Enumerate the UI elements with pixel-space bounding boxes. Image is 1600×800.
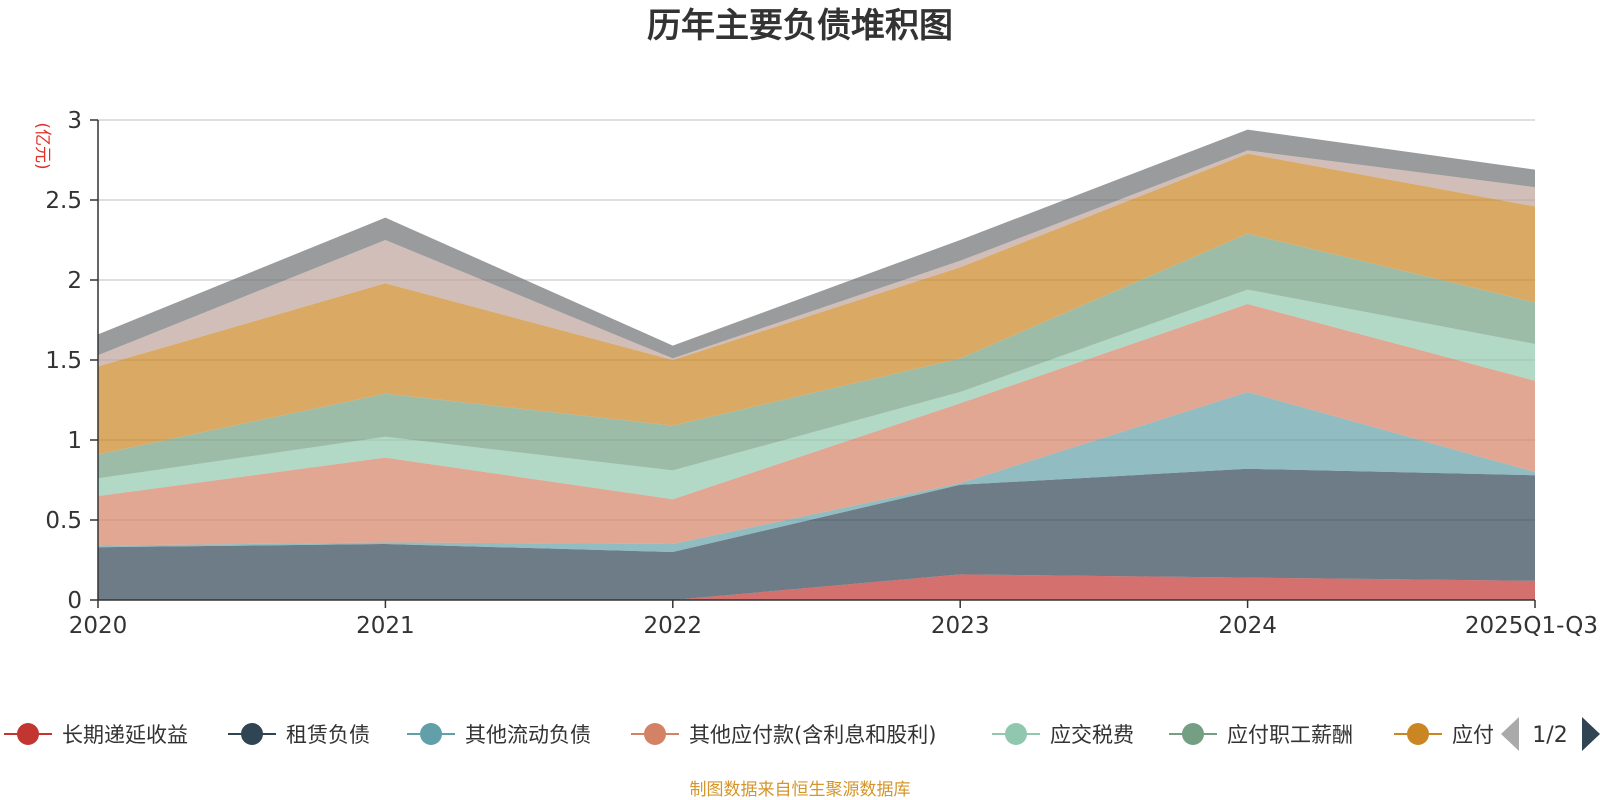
x-tick-label: 2021 bbox=[356, 613, 415, 639]
y-tick-label: 0.5 bbox=[45, 508, 82, 534]
legend-circle-marker bbox=[420, 723, 442, 745]
legend-item[interactable]: 长期递延收益 bbox=[4, 723, 188, 747]
legend-label: 应付职工薪酬 bbox=[1227, 723, 1353, 747]
series-3-area bbox=[98, 392, 1535, 552]
legend-next-arrow-icon[interactable] bbox=[1582, 717, 1600, 751]
legend-item[interactable]: 其他应付款(含利息和股利) bbox=[631, 723, 936, 747]
y-axis-unit: (亿元) bbox=[32, 122, 52, 169]
legend-label: 应付 bbox=[1452, 723, 1494, 747]
series-2-area bbox=[98, 468, 1535, 600]
series-9-area bbox=[98, 129, 1535, 359]
legend-item[interactable]: 其他流动负债 bbox=[407, 723, 591, 747]
series-6-area bbox=[98, 233, 1535, 479]
series-8-area bbox=[98, 150, 1535, 367]
legend-label: 其他流动负债 bbox=[465, 723, 591, 747]
series-5-area bbox=[98, 289, 1535, 500]
y-tick-label: 3 bbox=[67, 108, 82, 134]
y-tick-label: 2.5 bbox=[45, 188, 82, 214]
legend-circle-marker bbox=[17, 723, 39, 745]
x-tick-label: 2025Q1-Q3 bbox=[1465, 613, 1598, 639]
chart-title: 历年主要负债堆积图 bbox=[647, 6, 953, 46]
legend-circle-marker bbox=[1005, 723, 1027, 745]
axes: 0 0.5 1 1.5 2 2.5 3 2020 2021 2022 2023 2024 2025Q1-… bbox=[45, 108, 1598, 639]
x-tick-label: 2023 bbox=[931, 613, 990, 639]
legend-label: 租赁负债 bbox=[286, 723, 370, 747]
legend-item[interactable]: 租赁负债 bbox=[228, 723, 370, 747]
legend-label: 长期递延收益 bbox=[62, 723, 188, 747]
legend-circle-marker bbox=[241, 723, 263, 745]
legend-circle-marker bbox=[1182, 723, 1204, 745]
legend-page-indicator: 1/2 bbox=[1532, 723, 1567, 748]
legend-circle-marker bbox=[1407, 723, 1429, 745]
y-tick-label: 2 bbox=[67, 268, 82, 294]
area-series bbox=[98, 129, 1535, 600]
legend-item[interactable]: 应付职工薪酬 bbox=[1169, 723, 1353, 747]
data-source-note: 制图数据来自恒生聚源数据库 bbox=[690, 780, 911, 800]
y-tick-label: 1 bbox=[67, 428, 82, 454]
legend-item[interactable]: 应交税费 bbox=[992, 723, 1134, 747]
y-tick-label: 1.5 bbox=[45, 348, 82, 374]
legend: 长期递延收益 租赁负债 其他流动负债 其他应付款(含利息和股利) 应交税费 应付职工薪酬 应… bbox=[4, 723, 1494, 747]
legend-pager: 1/2 bbox=[1501, 717, 1600, 751]
series-7-area bbox=[98, 153, 1535, 455]
x-tick-label: 2022 bbox=[644, 613, 703, 639]
legend-item[interactable]: 应付 bbox=[1394, 723, 1494, 747]
series-4-area bbox=[98, 304, 1535, 546]
legend-label: 应交税费 bbox=[1050, 723, 1134, 747]
legend-label: 其他应付款(含利息和股利) bbox=[689, 723, 936, 747]
x-tick-label: 2020 bbox=[69, 613, 128, 639]
legend-circle-marker bbox=[644, 723, 666, 745]
x-tick-label: 2024 bbox=[1218, 613, 1277, 639]
y-tick-label: 0 bbox=[67, 588, 82, 614]
legend-prev-arrow-icon[interactable] bbox=[1501, 717, 1519, 751]
